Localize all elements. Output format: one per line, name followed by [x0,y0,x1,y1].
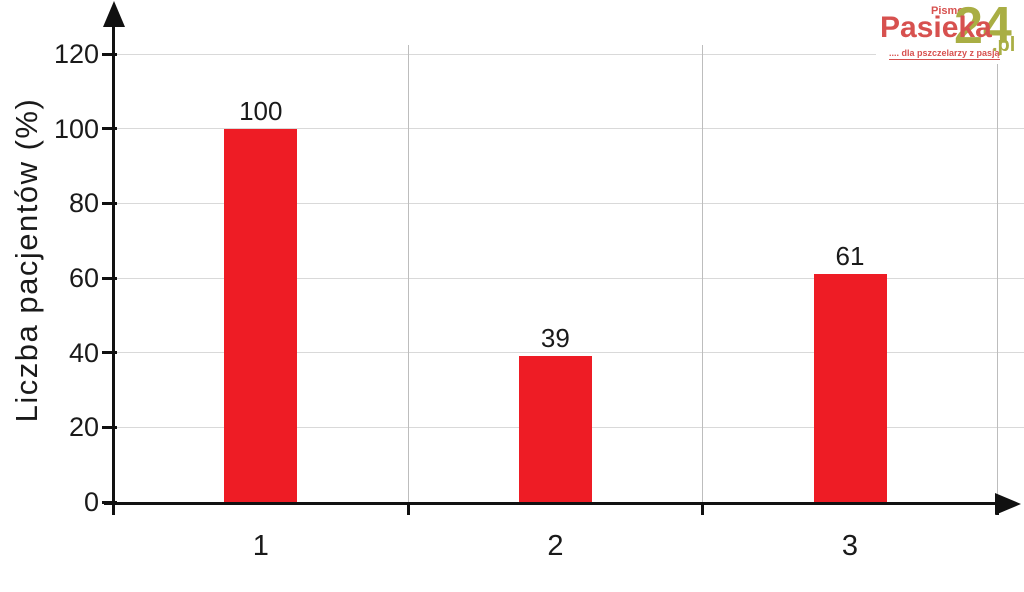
y-axis-line [112,22,115,515]
logo-name-text: Pasieka [880,11,992,44]
y-axis-tick [102,127,117,131]
y-gridline [114,202,1024,204]
y-tick-label: 120 [53,39,99,70]
x-gridline [702,45,704,502]
y-gridline [114,53,1024,55]
y-tick-label: 40 [68,337,99,368]
y-gridline [114,352,1024,354]
y-axis-arrow-icon [103,1,125,27]
bar-value-label: 61 [835,241,865,272]
y-tick-label: 0 [83,487,99,517]
x-axis-line [104,502,997,505]
y-tick-label: 20 [68,412,99,443]
x-category-label: 2 [547,530,564,562]
logo-tagline-text: .... dla pszczelarzy z pasją [889,48,1000,60]
y-axis-title: Liczba pacjentów (%) [9,97,44,423]
x-gridline [996,45,998,502]
bar [518,356,592,502]
y-tick-label: 60 [68,263,99,294]
x-gridline [407,45,409,502]
x-category-label: 3 [841,530,859,562]
x-axis-tick [406,504,410,515]
bar-value-label: 100 [239,95,283,126]
y-tick-label: 80 [68,188,99,219]
x-axis-tick [701,504,705,515]
y-gridline [114,277,1024,279]
y-tick-label: 100 [53,113,99,144]
y-axis-tick [102,276,117,280]
bar [813,274,887,502]
bar [224,128,298,502]
y-axis-tick [102,201,117,205]
bar-value-label: 39 [540,323,570,354]
x-axis-arrow-icon [995,493,1021,515]
y-axis-tick [102,351,117,355]
pasieka24-logo: Pismo Pasieka 24 .pl .... dla pszczelarz… [876,0,1024,64]
y-gridline [114,128,1024,130]
y-axis-tick [102,500,117,504]
logo-number-text: 24 [954,0,1012,55]
logo-pismo-text: Pismo [931,5,965,17]
x-axis-tick [995,504,999,515]
x-category-label: 1 [252,530,269,562]
logo-tld-text: .pl [992,34,1016,56]
y-axis-tick [102,52,117,56]
y-axis-tick [102,425,117,429]
